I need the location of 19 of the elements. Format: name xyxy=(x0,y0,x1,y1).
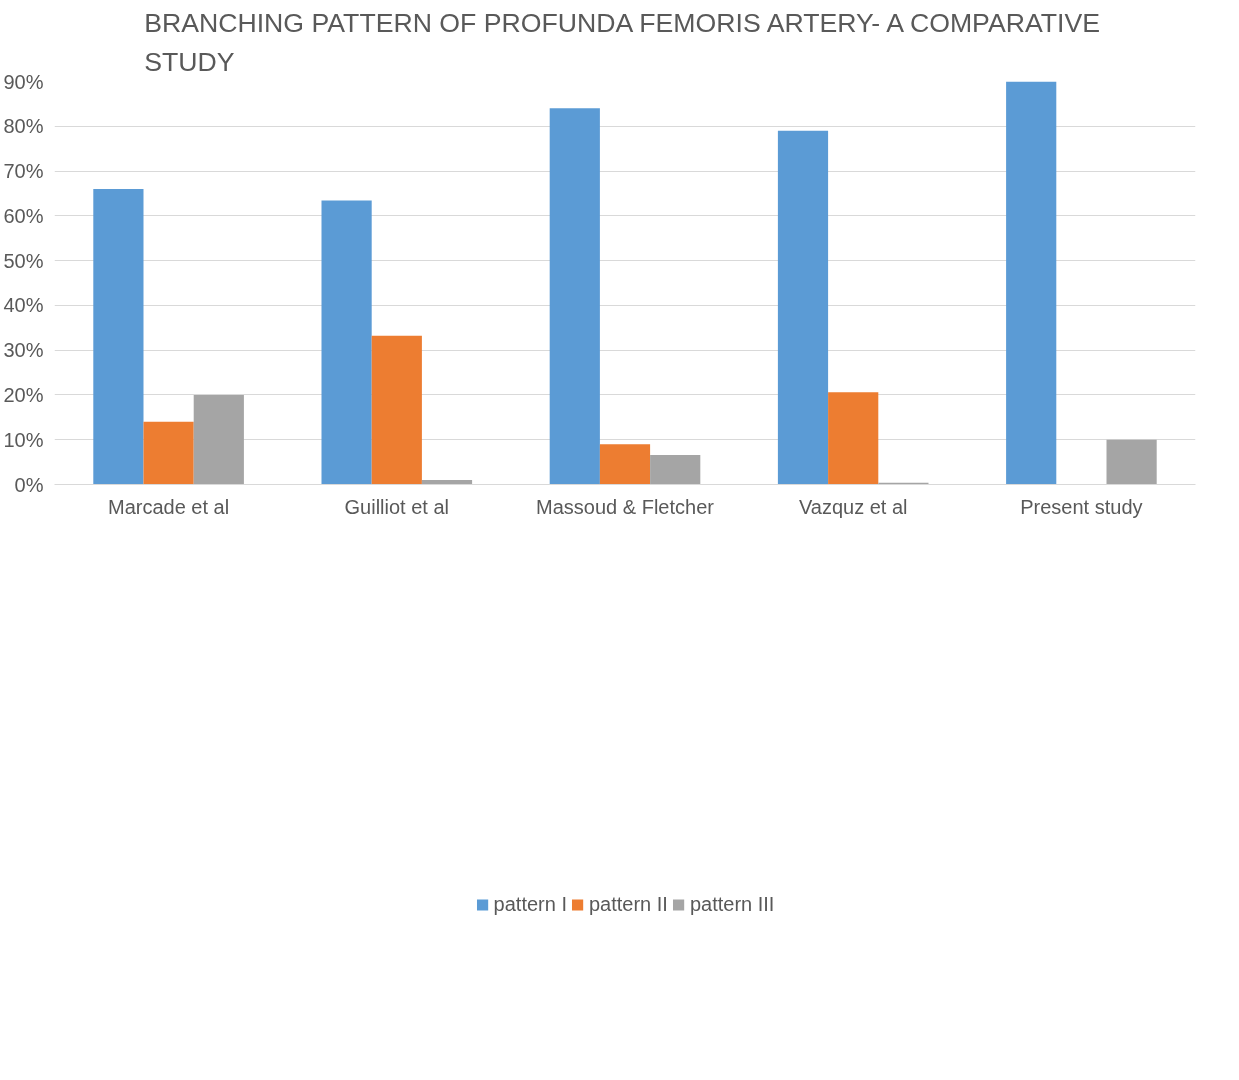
legend-label: pattern III xyxy=(689,892,775,916)
x-tick-label: Guilliot et al xyxy=(344,495,450,518)
y-tick-label: 80% xyxy=(3,115,44,138)
y-tick-label: 50% xyxy=(3,249,44,272)
legend-label: pattern II xyxy=(588,892,668,916)
x-tick-label: Marcade et al xyxy=(108,495,230,518)
x-tick-label: Vazquz et al xyxy=(798,495,908,518)
x-tick-label: Present study xyxy=(1020,495,1143,518)
y-tick-label: 90% xyxy=(3,70,44,93)
chart-title: BRANCHING PATTERN OF PROFUNDA FEMORIS ARTERY- A COMPARATIVE STUDY xyxy=(144,7,1100,77)
x-tick-label: Massoud & Fletcher xyxy=(536,495,715,518)
y-tick-label: 70% xyxy=(3,160,44,183)
y-tick-label: 0% xyxy=(14,473,44,496)
y-tick-label: 10% xyxy=(3,428,44,451)
y-tick-label: 30% xyxy=(3,339,44,362)
legend-label: pattern I xyxy=(493,892,567,916)
y-tick-label: 40% xyxy=(3,294,44,317)
y-tick-label: 60% xyxy=(3,204,44,227)
y-tick-label: 20% xyxy=(3,383,44,406)
